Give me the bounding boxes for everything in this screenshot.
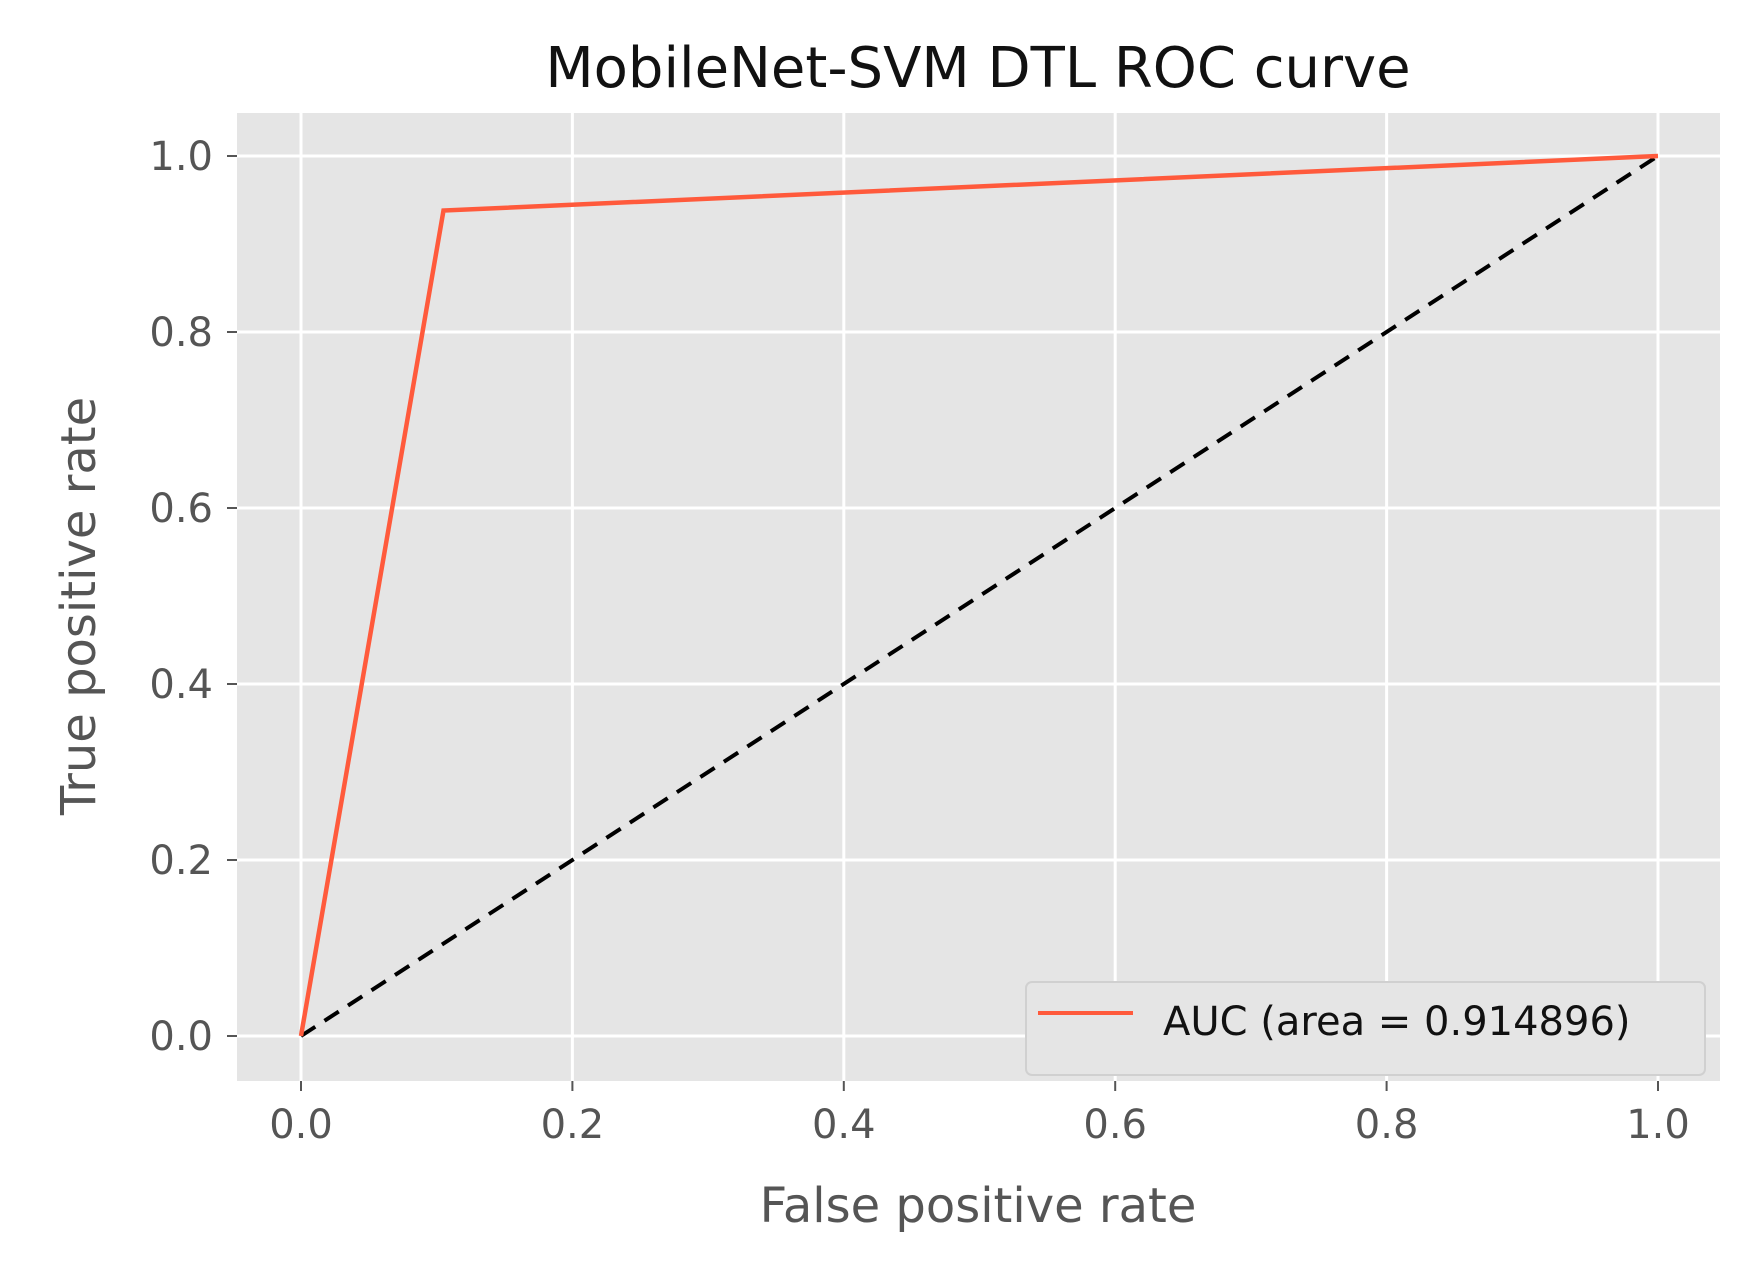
x-tick-label-4: 0.8: [1355, 1102, 1419, 1148]
x-tick-label-3: 0.6: [1083, 1102, 1147, 1148]
y-tick-label-1: 0.2: [149, 838, 213, 884]
plot-background: [237, 113, 1720, 1081]
x-tick-label-1: 0.2: [541, 1102, 605, 1148]
series-layer: [298, 153, 1660, 1038]
legend: AUC (area = 0.914896): [1025, 981, 1706, 1076]
y-tick-label-5: 1.0: [149, 134, 213, 180]
chart-title: MobileNet-SVM DTL ROC curve: [545, 36, 1410, 101]
ticks-layer: 0.0 0.2 0.4 0.6 0.8 1.0 0.0 0.2 0.4 0.6 0.8 1.0: [149, 134, 1689, 1148]
y-tick-label-0: 0.0: [149, 1014, 213, 1060]
legend-entry-label: AUC (area = 0.914896): [1163, 999, 1631, 1045]
legend-box: [1025, 981, 1706, 1076]
y-axis-label: True positive rate: [51, 397, 107, 816]
roc-curve-line: [298, 153, 1659, 1037]
grid-layer: [237, 113, 1720, 1081]
x-tick-label-2: 0.4: [812, 1102, 876, 1148]
chance-diagonal-line: [299, 154, 1660, 1038]
x-tick-label-5: 1.0: [1626, 1102, 1690, 1148]
x-axis-label: False positive rate: [760, 1178, 1197, 1234]
y-tick-label-4: 0.8: [149, 310, 213, 356]
x-tick-label-0: 0.0: [269, 1102, 333, 1148]
y-tick-label-2: 0.4: [149, 662, 213, 708]
y-tick-label-3: 0.6: [149, 486, 213, 532]
